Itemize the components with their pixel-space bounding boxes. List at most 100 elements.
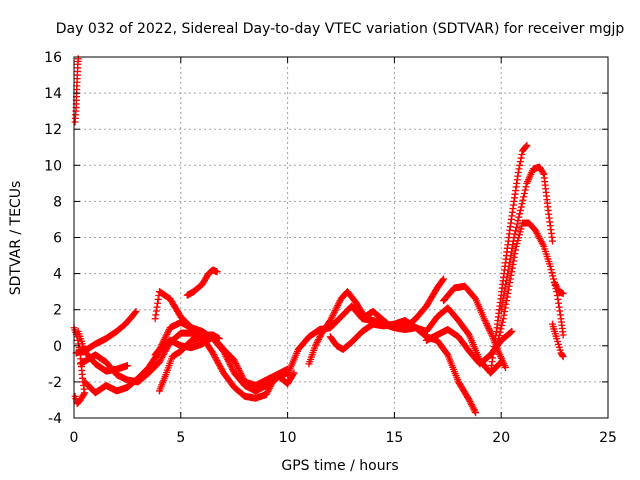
data-point — [487, 329, 495, 337]
data-point — [220, 347, 228, 355]
data-point — [315, 335, 323, 343]
data-point — [155, 358, 163, 366]
data-point — [335, 298, 343, 306]
data-point — [513, 220, 521, 228]
data-point — [559, 331, 567, 339]
data-point — [550, 275, 558, 283]
data-point — [132, 308, 140, 316]
y-tick-label: 2 — [53, 303, 62, 319]
data-point — [159, 352, 167, 360]
data-point — [216, 363, 224, 371]
data-point — [224, 357, 232, 365]
y-tick-label: 4 — [53, 267, 62, 283]
data-point — [213, 357, 221, 365]
data-point — [519, 196, 527, 204]
data-point — [548, 237, 556, 245]
y-tick-label: 14 — [44, 86, 62, 102]
data-point — [157, 355, 165, 363]
data-point — [482, 318, 490, 326]
data-point — [264, 387, 272, 395]
data-point — [507, 328, 515, 336]
data-point — [485, 325, 493, 333]
data-point — [521, 186, 529, 194]
data-point — [222, 352, 230, 360]
data-point — [156, 344, 164, 352]
data-point — [218, 366, 226, 374]
data-point — [546, 262, 554, 270]
data-point — [223, 354, 231, 362]
data-point — [311, 342, 319, 350]
data-point — [466, 398, 474, 406]
data-point — [234, 365, 242, 373]
data-point — [515, 213, 523, 221]
data-point — [214, 358, 222, 366]
data-series — [70, 55, 567, 417]
data-point — [215, 361, 223, 369]
data-point — [549, 272, 557, 280]
data-point — [156, 357, 164, 365]
data-point — [74, 55, 82, 63]
data-point — [539, 169, 547, 177]
chart-title: Day 032 of 2022, Sidereal Day-to-day VTE… — [56, 21, 625, 37]
data-point — [558, 351, 566, 359]
data-point — [468, 402, 476, 410]
data-point — [263, 389, 271, 397]
y-tick-label: 0 — [53, 339, 62, 355]
data-point — [74, 399, 82, 407]
data-point — [262, 391, 270, 399]
data-point — [211, 354, 219, 362]
series-arc-9 — [151, 288, 223, 343]
series-arc-1 — [71, 55, 82, 126]
data-point — [486, 328, 494, 336]
series-arc-16 — [487, 141, 531, 377]
data-point — [160, 337, 168, 345]
data-point — [157, 342, 165, 350]
data-point — [495, 335, 503, 343]
data-point — [229, 366, 237, 374]
data-point — [514, 169, 522, 177]
x-tick-label: 0 — [70, 430, 79, 446]
data-point — [267, 381, 275, 389]
series-arc-6 — [74, 327, 131, 375]
data-point — [512, 223, 520, 231]
data-point — [522, 183, 530, 191]
data-point — [232, 360, 240, 368]
data-point — [334, 302, 342, 310]
data-point — [465, 396, 473, 404]
y-tick-label: 16 — [44, 50, 62, 66]
data-point — [515, 165, 523, 173]
data-point — [483, 321, 491, 329]
data-point — [210, 352, 218, 360]
data-point — [221, 351, 229, 359]
data-point — [230, 356, 238, 364]
x-tick-label: 20 — [492, 430, 510, 446]
data-point — [480, 315, 488, 323]
data-point — [518, 150, 526, 158]
x-tick-label: 15 — [385, 430, 403, 446]
data-point — [482, 320, 490, 328]
data-point — [559, 353, 567, 361]
y-tick-label: 8 — [53, 194, 62, 210]
data-point — [212, 355, 220, 363]
data-point — [326, 317, 334, 325]
data-point — [512, 227, 520, 235]
data-point — [523, 141, 531, 149]
data-point — [155, 345, 163, 353]
data-point — [328, 313, 336, 321]
data-point — [123, 362, 131, 370]
data-point — [163, 330, 171, 338]
data-point — [213, 268, 221, 276]
data-point — [265, 386, 273, 394]
data-point — [160, 350, 168, 358]
data-point — [164, 327, 172, 335]
data-point — [468, 401, 476, 409]
y-tick-label: 10 — [44, 158, 62, 174]
data-point — [330, 310, 338, 318]
data-point — [493, 342, 501, 350]
data-point — [464, 330, 472, 338]
data-point — [486, 326, 494, 334]
axis-ticks: 0 5 10 15 20 25 -4 -2 0 2 4 6 8 10 12 14 16 — [44, 50, 617, 446]
data-point — [517, 154, 525, 162]
data-point — [224, 356, 232, 364]
